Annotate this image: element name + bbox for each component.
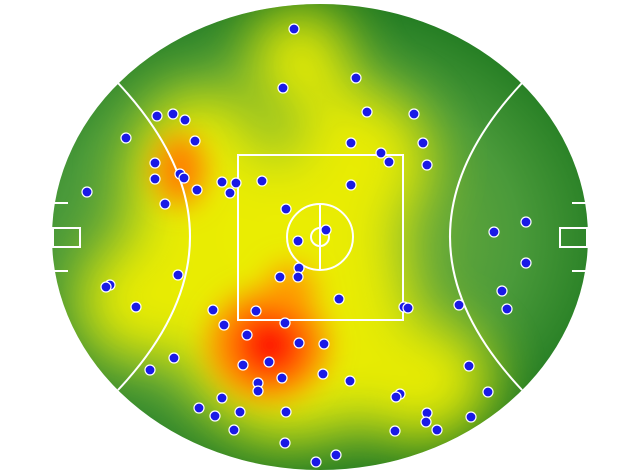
point [463,360,475,372]
point [120,132,132,144]
point [350,72,362,84]
point [383,156,395,168]
point [320,224,332,236]
point [179,114,191,126]
point [252,385,264,397]
point [288,23,300,35]
point [234,406,246,418]
point [144,364,156,376]
point [276,372,288,384]
point [100,281,112,293]
point [279,437,291,449]
point [453,299,465,311]
point [81,186,93,198]
point [488,226,500,238]
point [256,175,268,187]
point [250,305,262,317]
field-lines [52,82,588,391]
point [361,106,373,118]
point [263,356,275,368]
point [420,416,432,428]
point [293,337,305,349]
point [390,391,402,403]
point [207,304,219,316]
point [218,319,230,331]
point [408,108,420,120]
point [292,271,304,283]
point [209,410,221,422]
point [501,303,513,315]
point [520,257,532,269]
point [172,269,184,281]
point [277,82,289,94]
point [216,176,228,188]
point [292,235,304,247]
point [274,271,286,283]
point [228,424,240,436]
point [520,216,532,228]
point [389,425,401,437]
point [149,157,161,169]
point [279,317,291,329]
point [465,411,477,423]
point [317,368,329,380]
point [130,301,142,313]
point [375,147,387,159]
point [330,449,342,461]
point [151,110,163,122]
point [318,338,330,350]
point [159,198,171,210]
point [333,293,345,305]
point [224,187,236,199]
point [193,402,205,414]
point [168,352,180,364]
point [344,375,356,387]
point [237,359,249,371]
point [216,392,228,404]
point [496,285,508,297]
point [178,172,190,184]
point [402,302,414,314]
point [189,135,201,147]
point [345,179,357,191]
point [149,173,161,185]
point [417,137,429,149]
point [167,108,179,120]
point [191,184,203,196]
point [431,424,443,436]
point [310,456,322,468]
point [230,177,242,189]
point [280,203,292,215]
point [345,137,357,149]
point [280,406,292,418]
point [421,159,433,171]
point [241,329,253,341]
point [482,386,494,398]
